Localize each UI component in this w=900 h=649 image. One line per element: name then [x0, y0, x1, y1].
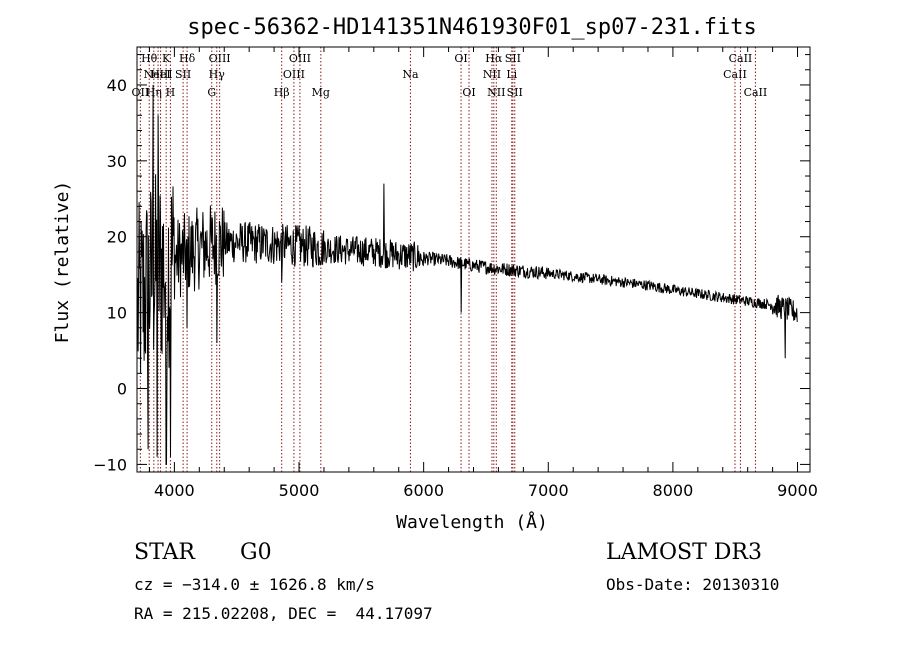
line-label: HeI: [150, 68, 170, 81]
chart-title: spec-56362-HD141351N461930F01_sp07-231.f…: [187, 15, 757, 40]
line-label: NII: [487, 86, 505, 99]
spectral-line-markers: [139, 47, 756, 472]
line-label: Hθ: [141, 52, 158, 65]
line-label: NII: [483, 68, 501, 81]
redshift-text: cz = −314.0 ± 1626.8 km/s: [134, 575, 375, 594]
survey-name: LAMOST DR3: [606, 540, 762, 565]
line-label: SII: [505, 52, 521, 65]
line-label: OIII: [209, 52, 231, 65]
y-tick-label: 0: [117, 380, 127, 399]
x-tick-label: 4000: [154, 481, 195, 500]
x-tick-label: 8000: [653, 481, 694, 500]
line-label: Li: [506, 68, 517, 81]
plot-frame: [136, 46, 811, 473]
line-label: Hη: [146, 86, 162, 99]
line-label: SII: [507, 86, 523, 99]
line-label: Mg: [312, 86, 330, 99]
line-label: CaII: [723, 68, 747, 81]
x-tick-label: 7000: [528, 481, 569, 500]
line-label: Hα: [485, 52, 503, 65]
object-class: STAR: [134, 540, 195, 565]
line-label: CaII: [729, 52, 753, 65]
line-label: NeIII: [143, 68, 172, 81]
line-label: OI: [454, 52, 467, 65]
y-tick-label: 10: [107, 304, 127, 323]
line-label: OIII: [289, 52, 311, 65]
line-label: Hβ: [274, 86, 290, 99]
x-tick-label: 5000: [279, 481, 320, 500]
y-tick-label: 30: [107, 152, 127, 171]
object-subclass: G0: [240, 540, 272, 565]
line-label: Hγ: [209, 68, 226, 81]
line-label: G: [207, 86, 216, 99]
spectrum-chart: spec-56362-HD141351N461930F01_sp07-231.f…: [52, 15, 818, 533]
x-tick-label: 6000: [403, 481, 444, 500]
line-label: H: [166, 86, 176, 99]
line-label: OII: [132, 86, 150, 99]
line-label: Na: [402, 68, 419, 81]
line-label: Hδ: [179, 52, 196, 65]
line-label: SII: [175, 68, 191, 81]
x-tick-label: 9000: [777, 481, 818, 500]
line-label: OIII: [283, 68, 305, 81]
coordinates-text: RA = 215.02208, DEC = 44.17097: [134, 604, 433, 623]
y-tick-label: 40: [107, 76, 127, 95]
y-axis-label: Flux (relative): [52, 181, 73, 344]
line-label: K: [162, 52, 171, 65]
y-tick-label: 20: [107, 228, 127, 247]
x-axis-label: Wavelength (Å): [396, 511, 548, 533]
spectrum-line: [137, 84, 798, 465]
y-tick-label: −10: [93, 455, 127, 474]
line-label: OI: [462, 86, 475, 99]
obs-date: Obs-Date: 20130310: [606, 575, 780, 594]
line-label: CaII: [744, 86, 768, 99]
axis-ticks: 4000 5000 6000 7000 8000 9000 −10 0 10 20 30 40: [93, 47, 818, 500]
